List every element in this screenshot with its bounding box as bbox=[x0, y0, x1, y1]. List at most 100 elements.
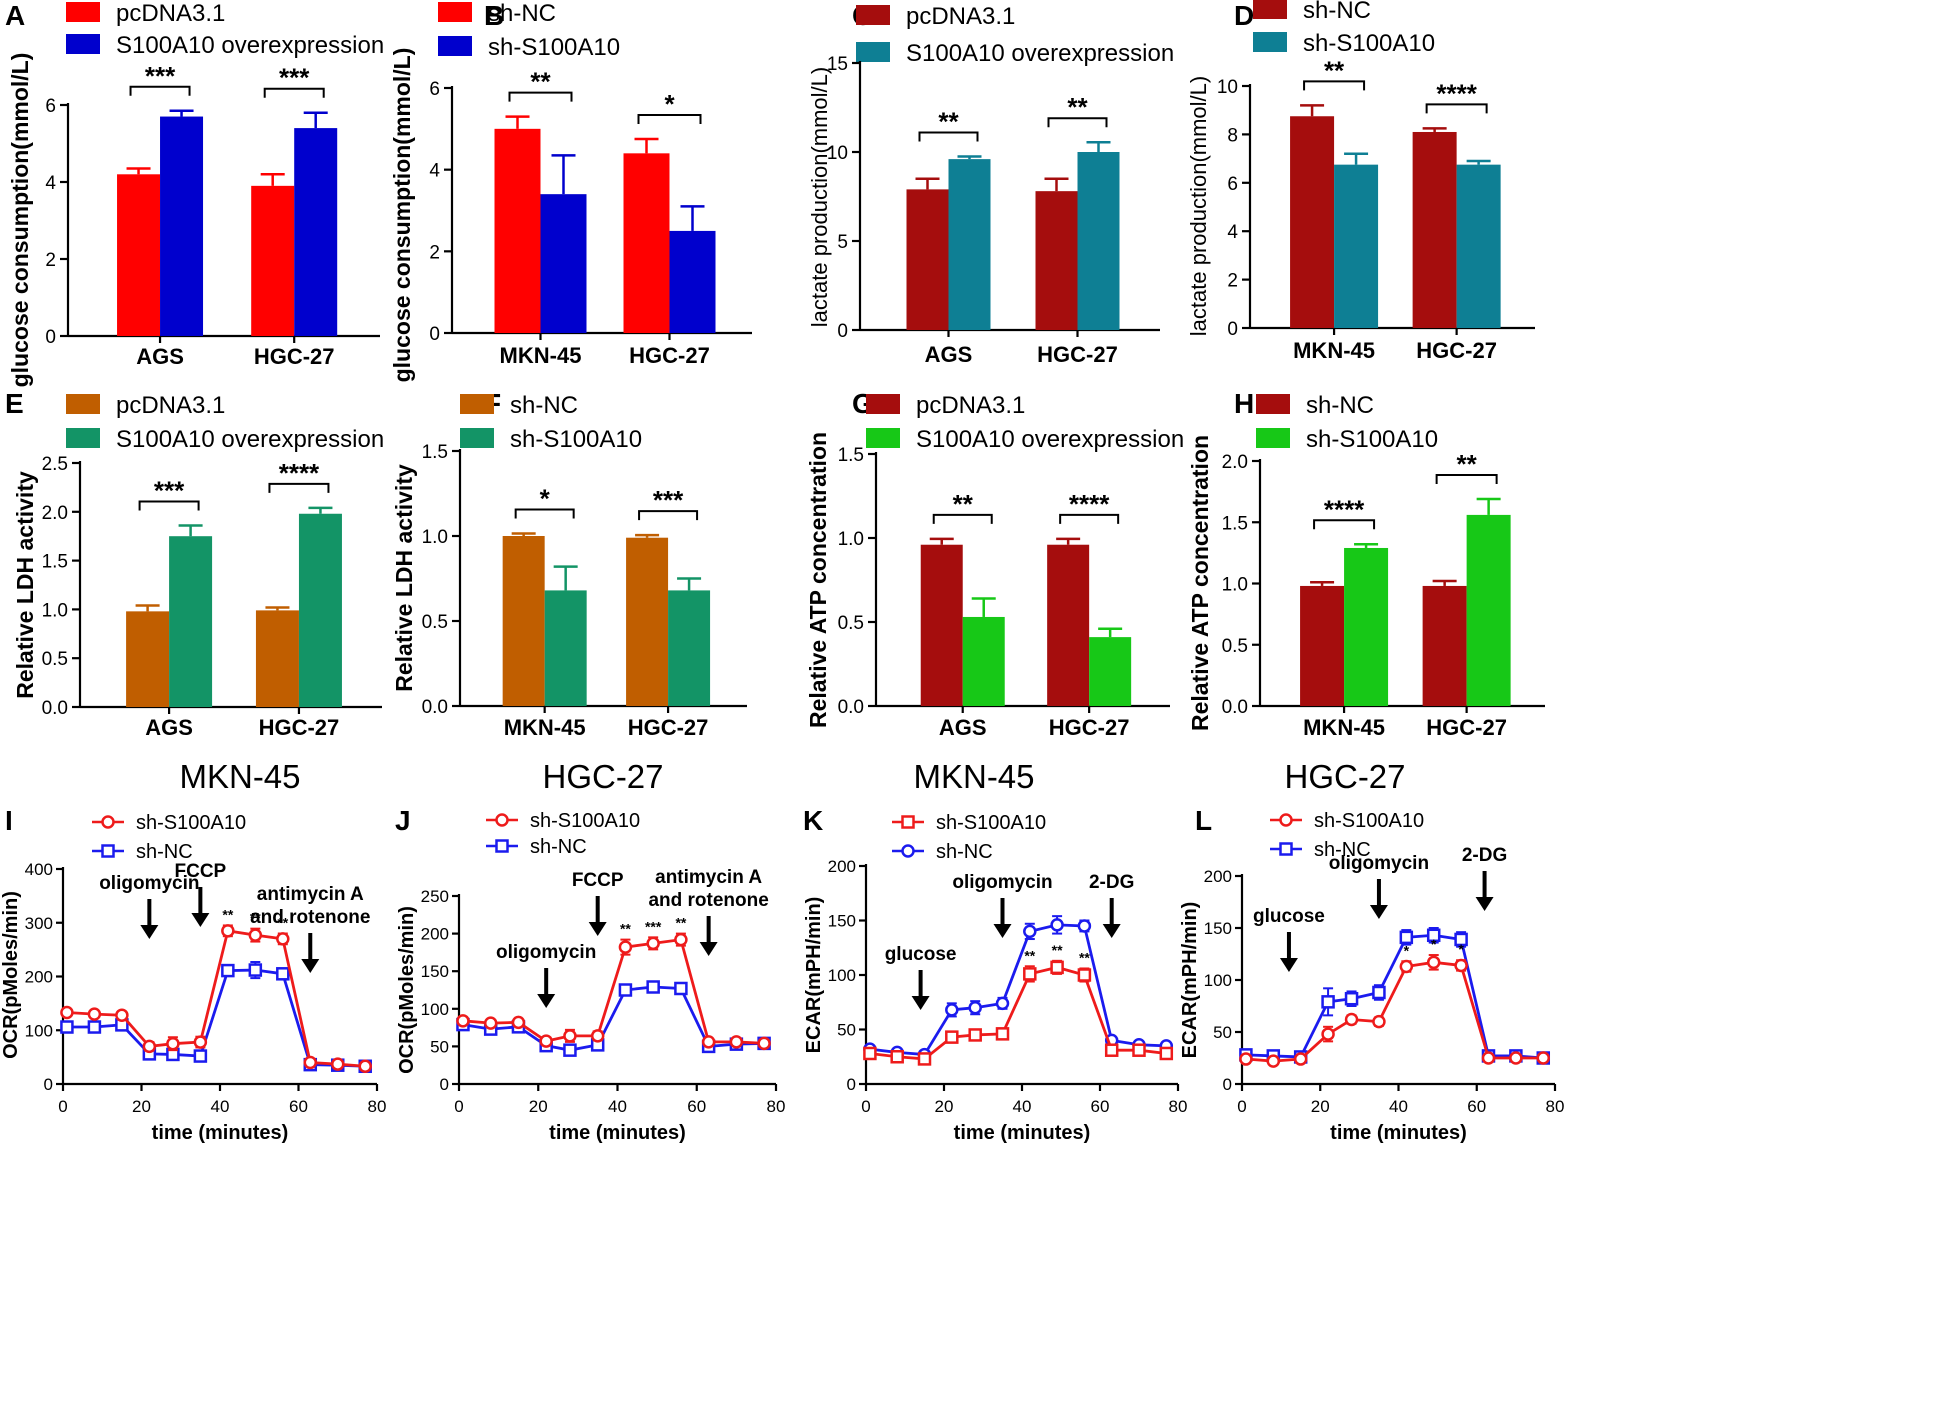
legend-swatch bbox=[460, 428, 494, 448]
legend-label: S100A10 overexpression bbox=[116, 426, 384, 453]
legend-label: sh-NC bbox=[488, 0, 556, 27]
legend-label: sh-S100A10 bbox=[488, 34, 620, 61]
y-tick-label: 150 bbox=[828, 912, 856, 931]
significance-bracket bbox=[637, 114, 702, 125]
legend-label: sh-S100A10 bbox=[530, 810, 640, 832]
legend-swatch bbox=[66, 394, 100, 414]
data-point bbox=[1023, 924, 1037, 939]
y-tick-label: 100 bbox=[1204, 971, 1232, 990]
category-label: HGC-27 bbox=[254, 344, 335, 369]
panel-letter: J bbox=[395, 805, 411, 836]
y-axis-label: ECAR(mPH/min) bbox=[803, 897, 825, 1054]
data-point bbox=[968, 1028, 982, 1042]
column-title: HGC-27 bbox=[542, 758, 663, 795]
y-axis-label: lactate production(mmol/L) bbox=[807, 67, 832, 327]
legend-label: sh-NC bbox=[1303, 0, 1371, 24]
significance-bracket bbox=[508, 91, 573, 102]
legend-label: sh-S100A10 bbox=[136, 812, 246, 834]
data-point bbox=[101, 815, 115, 829]
legend-label: sh-NC bbox=[530, 836, 587, 858]
y-axis-label: Relative ATP concentration bbox=[1187, 435, 1213, 731]
y-tick-label: 200 bbox=[828, 857, 856, 876]
y-tick-label: 300 bbox=[25, 914, 53, 933]
bar bbox=[117, 174, 161, 336]
y-tick-label: 200 bbox=[1204, 867, 1232, 886]
bar bbox=[668, 590, 711, 706]
arrow-head bbox=[301, 959, 320, 973]
significance-bracket bbox=[1047, 117, 1108, 128]
data-point bbox=[1279, 842, 1293, 856]
significance-stars: *** bbox=[154, 475, 185, 505]
y-tick-label: 1.0 bbox=[838, 529, 864, 550]
data-point bbox=[1321, 995, 1335, 1009]
y-tick-label: 0 bbox=[440, 1075, 449, 1094]
data-point bbox=[1536, 1051, 1551, 1065]
bar bbox=[1344, 547, 1389, 706]
bar bbox=[1047, 544, 1090, 706]
category-label: HGC-27 bbox=[1426, 715, 1507, 740]
legend-label: sh-NC bbox=[1306, 392, 1374, 419]
x-tick-label: 60 bbox=[1467, 1097, 1486, 1116]
legend-swatch bbox=[66, 428, 100, 448]
data-point bbox=[646, 936, 660, 951]
data-point bbox=[563, 1043, 577, 1057]
significance-stars: *** bbox=[653, 485, 684, 515]
legend-label: S100A10 overexpression bbox=[906, 40, 1174, 67]
data-point bbox=[1481, 1051, 1496, 1065]
y-tick-label: 50 bbox=[1213, 1023, 1232, 1042]
category-label: HGC-27 bbox=[629, 343, 710, 368]
y-axis-label: glucose consumption(mmol/L) bbox=[7, 53, 33, 388]
x-tick-label: 60 bbox=[1091, 1097, 1110, 1116]
arrow-head bbox=[699, 942, 718, 956]
data-point bbox=[1104, 1043, 1119, 1057]
x-tick-label: 60 bbox=[289, 1097, 308, 1116]
y-tick-label: 2.5 bbox=[42, 454, 68, 475]
data-point bbox=[193, 1035, 208, 1049]
data-point bbox=[358, 1059, 372, 1074]
significance-bracket bbox=[932, 513, 993, 524]
y-tick-label: 1.0 bbox=[42, 600, 68, 621]
significance-stars: ** bbox=[953, 489, 974, 519]
significance-bracket bbox=[1425, 103, 1488, 114]
y-tick-label: 15 bbox=[827, 54, 848, 75]
category-label: HGC-27 bbox=[1049, 715, 1130, 740]
bar bbox=[920, 544, 963, 706]
y-tick-label: 150 bbox=[1204, 919, 1232, 938]
significance-stars: * bbox=[1431, 936, 1437, 952]
panel-letter: H bbox=[1234, 388, 1254, 419]
legend-label: sh-S100A10 bbox=[1306, 426, 1438, 453]
y-axis-label: OCR(pMoles/min) bbox=[396, 906, 418, 1074]
data-point bbox=[618, 983, 633, 997]
data-point bbox=[115, 1008, 129, 1022]
y-tick-label: 5 bbox=[837, 232, 848, 253]
x-tick-label: 40 bbox=[1013, 1097, 1032, 1116]
legend-label: sh-S100A10 bbox=[1303, 30, 1435, 57]
x-tick-label: 0 bbox=[1237, 1097, 1246, 1116]
significance-bracket bbox=[129, 85, 191, 96]
y-tick-label: 1.0 bbox=[422, 527, 448, 548]
panel-letter: D bbox=[1234, 0, 1254, 31]
bar bbox=[626, 537, 669, 706]
y-tick-label: 0 bbox=[44, 1075, 53, 1094]
significance-bracket bbox=[1313, 519, 1376, 530]
annotation-label: glucose bbox=[1253, 906, 1325, 927]
bar bbox=[962, 616, 1005, 706]
x-tick-label: 80 bbox=[1169, 1097, 1188, 1116]
y-tick-label: 0 bbox=[847, 1075, 856, 1094]
significance-bracket bbox=[514, 508, 575, 519]
data-point bbox=[917, 1052, 932, 1066]
x-axis-label: time (minutes) bbox=[954, 1122, 1091, 1144]
x-tick-label: 60 bbox=[687, 1097, 706, 1116]
arrow-head bbox=[1475, 897, 1494, 911]
column-title: MKN-45 bbox=[179, 758, 300, 795]
data-point bbox=[1266, 1054, 1281, 1068]
data-point bbox=[1454, 958, 1468, 973]
y-axis-label: Relative LDH activity bbox=[391, 464, 417, 692]
legend-label: pcDNA3.1 bbox=[916, 392, 1025, 419]
